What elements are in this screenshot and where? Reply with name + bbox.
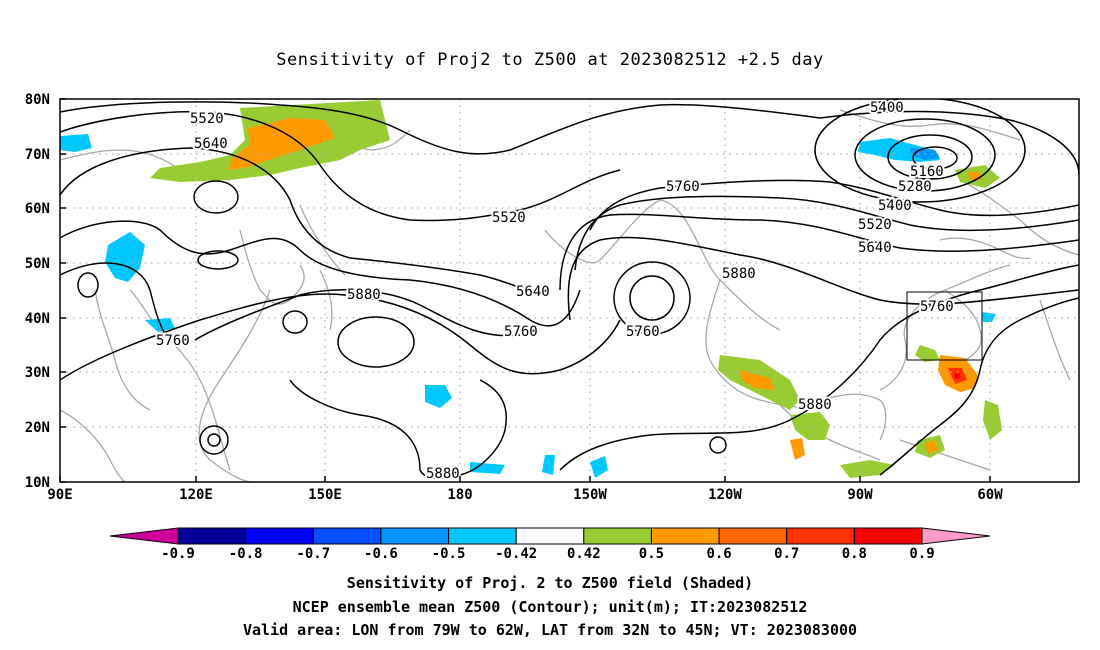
colorbar-tick-label: -0.8 [229, 546, 263, 562]
colorbar-swatch [312, 527, 382, 545]
lat-label: 10N [25, 475, 50, 491]
contour-label: 5520 [190, 111, 224, 127]
contour-label: 5880 [798, 397, 832, 413]
lon-label: 90E [47, 487, 72, 503]
colorbar-high-end [921, 527, 991, 545]
colorbar-tick-label: -0.6 [364, 546, 398, 562]
colorbar-tick-label: 0.9 [909, 546, 934, 562]
caption-block: Sensitivity of Proj. 2 to Z500 field (Sh… [0, 572, 1100, 643]
colorbar-swatch [448, 527, 517, 545]
contour-label: 5760 [504, 324, 538, 340]
lon-label: 180 [447, 487, 472, 503]
contour-label: 5640 [858, 240, 892, 256]
contour-label: 5760 [626, 324, 660, 340]
colorbar-swatch [650, 527, 720, 545]
sensitivity-shading [60, 100, 1002, 478]
colorbar-tick-label: 0.8 [842, 546, 867, 562]
height-contours [60, 99, 1079, 480]
contour-label: 5760 [156, 333, 190, 349]
contour-label: 5880 [426, 466, 460, 482]
lat-label: 20N [25, 420, 50, 436]
colorbar-tick-label: -0.42 [495, 546, 537, 562]
lat-label: 50N [25, 256, 50, 272]
lat-label: 60N [25, 201, 50, 217]
colorbar-swatch [245, 527, 314, 545]
contour-label: 5760 [666, 179, 700, 195]
colorbar-tick-label: -0.9 [161, 546, 195, 562]
colorbar-swatch [177, 527, 247, 545]
longitude-axis [59, 476, 991, 482]
contour-label: 5400 [870, 100, 904, 116]
lat-label: 80N [25, 92, 50, 108]
contour-label: 5880 [347, 287, 381, 303]
lat-label: 70N [25, 147, 50, 163]
contour-labels: 5520 5640 5520 5760 5400 5160 5280 5400 … [154, 99, 956, 482]
contour-label: 5400 [878, 198, 912, 214]
colorbar-swatch [583, 527, 652, 545]
colorbar-swatch [515, 527, 585, 545]
contour-label: 5640 [194, 136, 228, 152]
colorbar-tick-label: 0.42 [567, 546, 601, 562]
lat-label: 40N [25, 311, 50, 327]
contour-label: 5520 [858, 217, 892, 233]
lat-label: 30N [25, 365, 50, 381]
plot-frame [59, 98, 1080, 483]
contour-label: 5520 [492, 210, 526, 226]
colorbar-tick-label: 0.5 [639, 546, 664, 562]
colorbar-tick-label: -0.7 [296, 546, 330, 562]
lon-label: 150W [573, 487, 607, 503]
colorbar-swatch [718, 527, 788, 545]
colorbar: -0.9 -0.8 -0.7 -0.6 -0.5 -0.42 0.42 0.5 0.6 0.7 0.… [109, 527, 991, 562]
caption-line: Sensitivity of Proj. 2 to Z500 field (Sh… [346, 574, 754, 592]
colorbar-tick-label: -0.5 [432, 546, 466, 562]
colorbar-swatch [786, 527, 855, 545]
valid-area-box [906, 291, 983, 361]
colorbar-tick-label: 0.7 [774, 546, 799, 562]
contour-label: 5160 [910, 164, 944, 180]
contour-label: 5760 [920, 299, 954, 315]
lon-label: 120E [179, 487, 213, 503]
contour-label: 5280 [898, 179, 932, 195]
lon-label: 120W [708, 487, 742, 503]
chart-title: Sensitivity of Proj2 to Z500 at 20230825… [276, 50, 824, 70]
colorbar-swatch [380, 527, 450, 545]
colorbar-low-end [109, 527, 179, 545]
contour-label: 5880 [722, 266, 756, 282]
lon-label: 150E [308, 487, 342, 503]
lon-label: 90W [847, 487, 873, 503]
colorbar-tick-label: 0.6 [706, 546, 731, 562]
caption-line: NCEP ensemble mean Z500 (Contour); unit(… [292, 597, 808, 616]
latitude-axis [60, 98, 66, 483]
lon-label: 60W [977, 487, 1003, 503]
contour-label: 5640 [516, 284, 550, 300]
caption-line: Valid area: LON from 79W to 62W, LAT fro… [242, 621, 858, 639]
colorbar-swatch [853, 527, 923, 545]
